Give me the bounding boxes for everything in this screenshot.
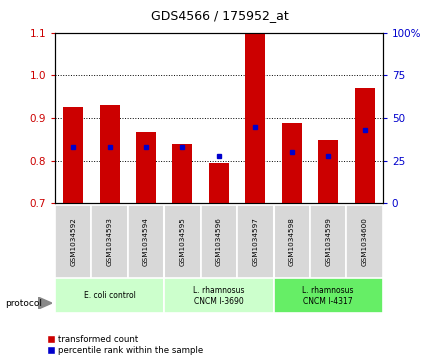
Bar [99,105,120,203]
Bar [128,205,164,278]
Text: GSM1034596: GSM1034596 [216,217,222,266]
Text: L. rhamnosus
CNCM I-4317: L. rhamnosus CNCM I-4317 [302,286,354,306]
Bar [237,205,274,278]
Bar [63,107,83,203]
Text: GSM1034599: GSM1034599 [325,217,331,266]
Bar [209,163,229,203]
Text: GSM1034597: GSM1034597 [252,217,258,266]
Bar [274,278,383,313]
Text: GSM1034595: GSM1034595 [180,217,186,266]
Bar [274,205,310,278]
Bar [355,88,374,203]
Text: protocol: protocol [5,299,42,307]
Bar [92,205,128,278]
Bar [346,205,383,278]
Text: GSM1034598: GSM1034598 [289,217,295,266]
Bar [164,205,201,278]
Text: GSM1034593: GSM1034593 [106,217,113,266]
Text: GSM1034592: GSM1034592 [70,217,76,266]
Legend: transformed count, percentile rank within the sample: transformed count, percentile rank withi… [44,331,206,359]
Bar [136,132,156,203]
Polygon shape [38,297,52,309]
Text: L. rhamnosus
CNCM I-3690: L. rhamnosus CNCM I-3690 [193,286,245,306]
Text: GDS4566 / 175952_at: GDS4566 / 175952_at [151,9,289,22]
Bar [318,140,338,203]
Text: E. coli control: E. coli control [84,291,136,300]
Text: GSM1034594: GSM1034594 [143,217,149,266]
Bar [282,123,302,203]
Text: GSM1034600: GSM1034600 [362,217,367,266]
Bar [164,278,274,313]
Bar [172,144,192,203]
Bar [246,33,265,203]
Bar [310,205,346,278]
Bar [201,205,237,278]
Bar [55,278,164,313]
Bar [55,205,92,278]
